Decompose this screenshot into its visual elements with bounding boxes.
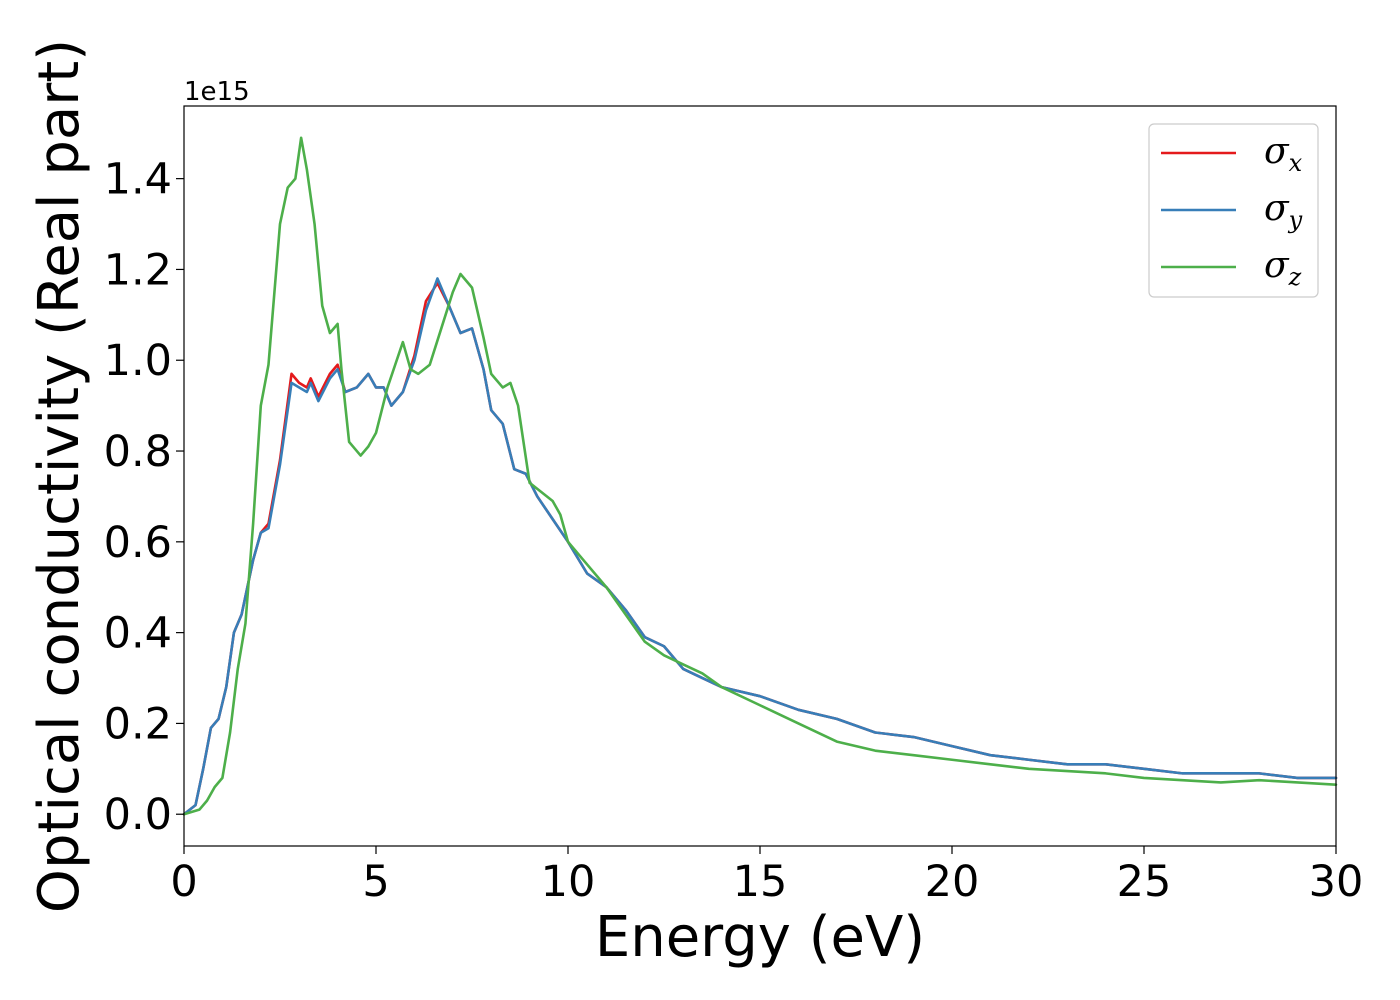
x-tick-label: 25 (1117, 857, 1172, 907)
x-tick-label: 10 (541, 857, 596, 907)
series-line-z (182, 136, 1338, 816)
x-tick-label: 20 (925, 857, 980, 907)
legend-label-z: σz (1264, 245, 1302, 291)
series-layer (182, 136, 1338, 816)
y-tick-label: 1.4 (104, 155, 172, 205)
y-tick-label: 0.4 (104, 609, 172, 659)
y-tick-label: 0.6 (104, 518, 172, 568)
y-tick-label: 0.8 (104, 427, 172, 477)
y-tick-label: 1.0 (104, 336, 172, 386)
y-tick-label: 0.0 (104, 790, 172, 840)
legend-label-x: σx (1264, 131, 1303, 177)
x-tick-label: 5 (362, 857, 389, 907)
y-tick-label: 0.2 (104, 699, 172, 749)
legend: σx σy σz (1148, 123, 1319, 298)
y-axis-title: Optical conductivity (Real part) (27, 39, 92, 913)
x-tick-label: 0 (170, 857, 197, 907)
y-axis: 0.0 0.2 0.4 0.6 0.8 1.0 1.2 1.4 (104, 155, 184, 840)
series-line-y (182, 277, 1338, 816)
y-offset-label: 1e15 (184, 77, 250, 107)
y-tick-label: 1.2 (104, 245, 172, 295)
x-tick-label: 15 (733, 857, 788, 907)
legend-label-y: σy (1264, 188, 1303, 234)
x-tick-label: 30 (1309, 857, 1364, 907)
x-axis-title: Energy (eV) (595, 905, 925, 970)
x-axis: 0 5 10 15 20 25 30 (170, 846, 1363, 907)
